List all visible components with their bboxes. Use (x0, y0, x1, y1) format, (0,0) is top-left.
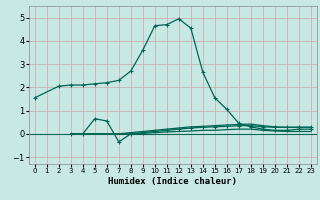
X-axis label: Humidex (Indice chaleur): Humidex (Indice chaleur) (108, 177, 237, 186)
